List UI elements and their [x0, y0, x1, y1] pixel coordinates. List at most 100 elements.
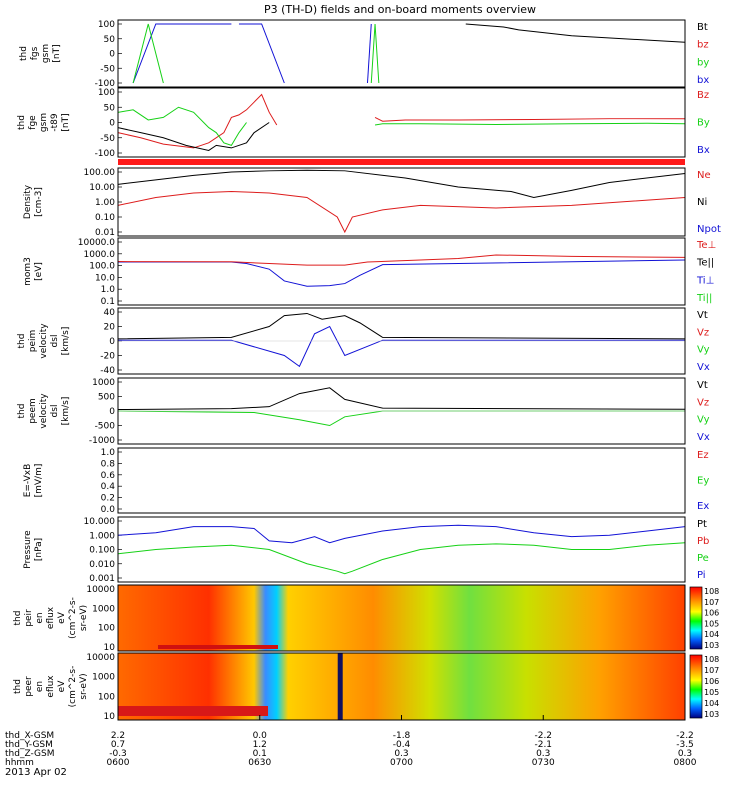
panel-fgs: thd fgs gsm [nT] 100 50 0 -50 -100 Bt bz by bx	[19, 19, 709, 89]
series-line-Ni	[117, 169, 686, 198]
y-tick-label: -40	[100, 366, 115, 376]
panel-density: Density [cm-3] 100.00 10.00 1.00 0.10 0.01 Ne Ni…	[23, 167, 721, 238]
legend-entry: Vt	[697, 380, 708, 391]
y-axis-label-line: peer	[24, 676, 34, 697]
fge-status-bar	[118, 159, 685, 165]
legend-entry: Vx	[697, 432, 710, 443]
legend-entry: Pe	[697, 553, 709, 564]
y-tick-label: 0.10	[95, 213, 115, 223]
x-axis-row-value: 0.7	[111, 740, 125, 750]
panel-frame	[117, 19, 686, 88]
x-axis-row-label: hhmm	[5, 758, 34, 768]
y-tick-label: 100	[98, 20, 115, 30]
y-tick-label: 0.01	[95, 228, 115, 238]
series-line-bx	[238, 23, 285, 84]
series-line-Pi	[117, 524, 686, 544]
y-tick-label: 1000	[92, 673, 115, 683]
y-axis-label-line: eflux	[46, 606, 56, 629]
y-axis-label-line: thd	[19, 46, 29, 61]
y-axis-label-line: dsl	[50, 405, 60, 418]
y-tick-label: -20	[100, 352, 115, 362]
y-axis-label-line: eV	[57, 611, 67, 624]
y-tick-label: 0.1	[101, 297, 115, 307]
legend-entry: Ez	[697, 450, 709, 461]
y-tick-label: 1.000	[89, 531, 115, 541]
y-axis-label-line: Pressure	[23, 530, 33, 569]
series-line-by	[132, 23, 164, 84]
y-tick-label: 1.0	[101, 285, 116, 295]
series-line-bx	[132, 23, 232, 84]
panel-vpeem: thd peem velocity dsl [km/s] 1000 500 0 -500 -100…	[17, 377, 710, 446]
series-line-Ti	[118, 259, 686, 287]
y-axis-label-line: en	[35, 681, 45, 692]
colorbar-tick-label: 107	[704, 598, 719, 607]
y-tick-label: 100	[98, 88, 115, 98]
y-axis-label-line: peir	[24, 609, 34, 627]
panel-frame	[117, 584, 686, 652]
x-axis-row-value: 2.2	[111, 731, 125, 741]
x-axis-row-value: -2.2	[676, 731, 694, 741]
y-tick-label: 0	[109, 407, 115, 417]
legend-entry: Ex	[697, 501, 709, 512]
legend-entry: Npot	[697, 224, 721, 235]
y-tick-label: 100	[98, 624, 115, 634]
x-axis-row-label: thd_Y-GSM	[5, 740, 53, 750]
y-axis-label-line: fgs	[30, 46, 40, 60]
y-tick-label: 10000.0	[78, 238, 115, 248]
y-tick-label: 50	[104, 35, 116, 45]
series-line-by2	[374, 122, 686, 126]
spectrogram-band	[158, 645, 278, 649]
y-axis-label-line: thd	[17, 404, 27, 419]
y-tick-label: 1.0	[101, 448, 116, 458]
y-tick-label: 0.010	[89, 560, 115, 570]
y-axis-label-line: [mV/m]	[34, 464, 44, 498]
x-axis-row-value: 0.3	[536, 749, 550, 759]
series-line-by	[117, 106, 247, 146]
series-line-bx	[366, 23, 372, 84]
y-tick-label: 0.0	[101, 505, 116, 515]
panel-frame	[117, 377, 686, 445]
series-line-Vy	[117, 410, 685, 427]
y-tick-label: 10.00	[89, 183, 115, 193]
y-axis-label-line: gsm	[39, 113, 49, 132]
panel-mom: mom3 [eV] 10000.0 1000.0 100.010.0 1.0 0.1 Te⊥ T…	[23, 237, 716, 307]
x-axis-row-value: 0600	[107, 758, 130, 768]
legend-entry: Te||	[696, 258, 714, 269]
panel-fge: thd fge gsm -t89 [nT] 100 50 0 -50 -100 Bz By Bx	[17, 87, 710, 159]
series-line-bz2	[374, 116, 685, 122]
y-tick-label: 10.000	[84, 517, 116, 527]
panel-frame	[117, 447, 686, 514]
figure-title: P3 (TH-D) fields and on-board moments ov…	[264, 3, 536, 16]
y-axis-label-line: dsl	[50, 335, 60, 348]
colorbar-tick-label: 103	[704, 641, 719, 650]
y-tick-label: 100	[98, 692, 115, 702]
x-axis-row-value: -0.3	[109, 749, 127, 759]
legend-entry: Ti||	[696, 293, 712, 304]
y-axis-label-line: thd	[13, 611, 23, 626]
y-axis-label-line: thd	[17, 115, 27, 130]
y-axis-label-line: en	[35, 612, 45, 623]
x-axis-row-value: 0800	[674, 758, 697, 768]
y-tick-label: 10	[104, 712, 116, 722]
x-axis-row-value: 0630	[248, 758, 271, 768]
legend-entry: Vz	[697, 397, 709, 408]
y-tick-label: -100	[95, 79, 116, 89]
legend-entry: Ti⊥	[696, 275, 714, 286]
x-axis-row-value: 0.3	[394, 749, 408, 759]
y-axis-label-line: (cm^2-s-	[68, 666, 78, 708]
y-axis-label-line: mom3	[23, 257, 33, 286]
legend-entry: By	[697, 118, 710, 129]
legend-entry: bz	[697, 40, 709, 51]
y-tick-label: 0	[109, 119, 115, 129]
y-axis-label-line: Density	[23, 184, 33, 219]
y-tick-label: 0.4	[101, 482, 116, 492]
date-label: 2013 Apr 02	[5, 767, 67, 778]
series-line-Vt	[117, 387, 686, 411]
legend-entry: Vy	[697, 415, 710, 426]
x-axis-row-value: -1.8	[393, 731, 411, 741]
y-tick-label: 40	[104, 308, 116, 318]
panel-vpeim: thd peim velocity dsl [km/s] 40 20 0 -20 -40 Vt Vz V…	[17, 307, 710, 376]
panel-frame	[117, 516, 686, 583]
y-tick-label: 0	[109, 50, 115, 60]
